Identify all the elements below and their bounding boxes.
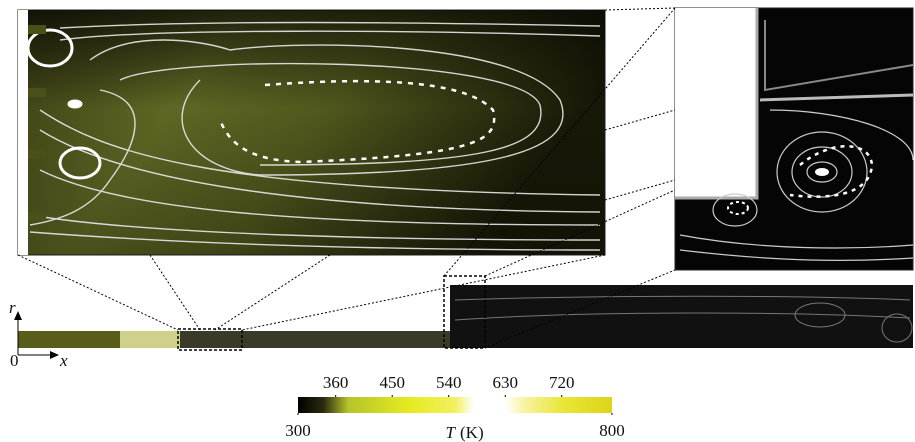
colorbar-unit: (K) (460, 423, 484, 442)
colorbar-tick-label: 360 (323, 373, 349, 392)
left-inset (17, 9, 606, 256)
colorbar-tick-label: 800 (599, 421, 625, 440)
right-inset (674, 7, 914, 271)
origin-label: 0 (10, 351, 19, 370)
colorbar-scale (298, 397, 612, 413)
colorbar-tick-label: 450 (379, 373, 405, 392)
axis-label: x (59, 351, 68, 370)
colorbar-tick-label: 540 (436, 373, 462, 392)
axis-label: r (9, 298, 16, 317)
connectors (17, 7, 676, 349)
domain (18, 275, 913, 351)
colorbar-label: T (446, 423, 457, 442)
colorbar-tick-label: 720 (549, 373, 575, 392)
colorbar-tick-label: 300 (285, 421, 311, 440)
axes: r 0 x (9, 298, 68, 370)
colorbar-tick-label: 630 (492, 373, 518, 392)
colorbar: T (K) 360 450 540 630 720 300 800 (285, 373, 625, 442)
